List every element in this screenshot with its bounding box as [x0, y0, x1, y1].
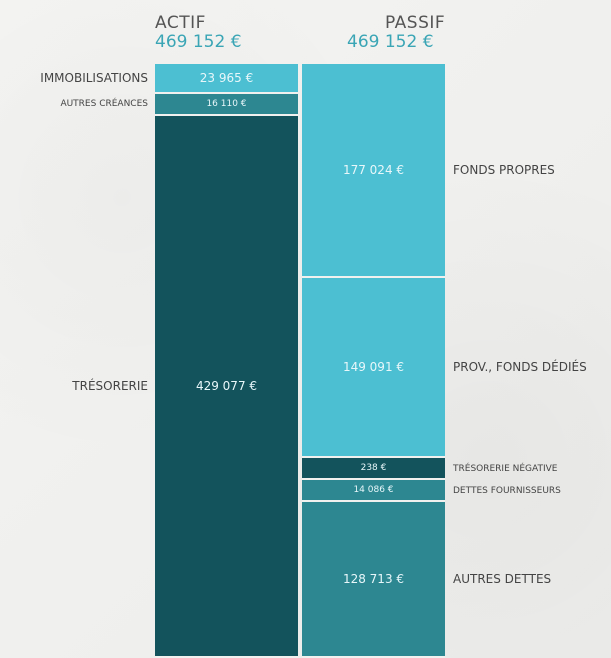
segment-value: 128 713 €: [342, 572, 405, 587]
passif-column: 177 024 € 149 091 € 238 € 14 086 € 128 713 €: [302, 64, 445, 658]
passif-total: 469 152 €: [347, 32, 434, 52]
segment-label-immobilisations: IMMOBILISATIONS: [40, 71, 148, 86]
segment-value: 16 110 €: [206, 99, 247, 110]
segment-label-tresorerie: TRÉSORERIE: [72, 379, 148, 394]
segment-value: 23 965 €: [199, 71, 254, 86]
actif-title: ACTIF: [155, 13, 206, 33]
segment-label-fonds-propres: FONDS PROPRES: [453, 163, 555, 178]
segment-dettes-fournisseurs: 14 086 €: [302, 480, 445, 503]
segment-label-dettes-fournisseurs: DETTES FOURNISSEURS: [453, 485, 561, 496]
segment-label-prov-fonds-dedies: PROV., FONDS DÉDIÉS: [453, 360, 587, 375]
segment-immobilisations: 23 965 €: [155, 64, 298, 95]
segment-autres-dettes: 128 713 €: [302, 502, 445, 658]
segment-value: 429 077 €: [195, 379, 258, 394]
segment-value: 177 024 €: [342, 163, 405, 178]
segment-label-autres-creances: AUTRES CRÉANCES: [60, 99, 148, 110]
segment-tresorerie: 429 077 €: [155, 116, 298, 658]
segment-value: 238 €: [360, 463, 387, 474]
segment-value: 14 086 €: [353, 485, 394, 496]
actif-column: 23 965 € 16 110 € 429 077 €: [155, 64, 298, 658]
segment-label-tresorerie-negative: TRÉSORERIE NÉGATIVE: [453, 463, 558, 474]
actif-total: 469 152 €: [155, 32, 242, 52]
segment-fonds-propres: 177 024 €: [302, 64, 445, 279]
segment-label-autres-dettes: AUTRES DETTES: [453, 572, 552, 587]
segment-value: 149 091 €: [342, 360, 405, 375]
segment-autres-creances: 16 110 €: [155, 94, 298, 117]
segment-tresorerie-negative: 238 €: [302, 458, 445, 481]
passif-title: PASSIF: [385, 13, 446, 33]
segment-prov-fonds-dedies: 149 091 €: [302, 278, 445, 459]
